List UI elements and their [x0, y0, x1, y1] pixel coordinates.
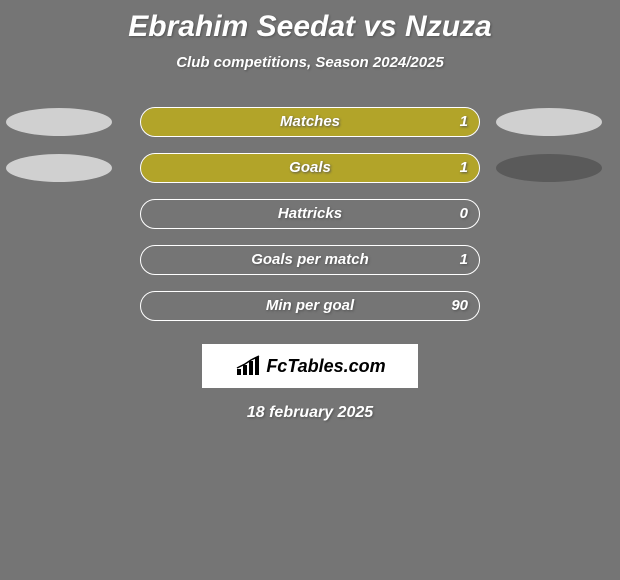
subtitle: Club competitions, Season 2024/2025: [0, 54, 620, 71]
bar-track: [140, 199, 480, 229]
stat-row: Matches 1: [0, 106, 620, 152]
bar-track: [140, 291, 480, 321]
stat-row: Hattricks 0: [0, 198, 620, 244]
logo-box: FcTables.com: [202, 344, 418, 388]
date-text: 18 february 2025: [0, 404, 620, 422]
stat-row: Min per goal 90: [0, 290, 620, 336]
stat-row: Goals per match 1: [0, 244, 620, 290]
comparison-chart: Matches 1 Goals 1 Hattricks 0 Goals per …: [0, 106, 620, 336]
left-ellipse: [6, 108, 112, 136]
page-title: Ebrahim Seedat vs Nzuza: [0, 0, 620, 44]
right-ellipse: [496, 154, 602, 182]
bar-track: [140, 245, 480, 275]
left-ellipse: [6, 154, 112, 182]
logo-text: FcTables.com: [266, 356, 385, 377]
right-ellipse: [496, 108, 602, 136]
bar-track: [140, 107, 480, 137]
bar-track: [140, 153, 480, 183]
stat-row: Goals 1: [0, 152, 620, 198]
bar-chart-icon: [234, 355, 262, 377]
